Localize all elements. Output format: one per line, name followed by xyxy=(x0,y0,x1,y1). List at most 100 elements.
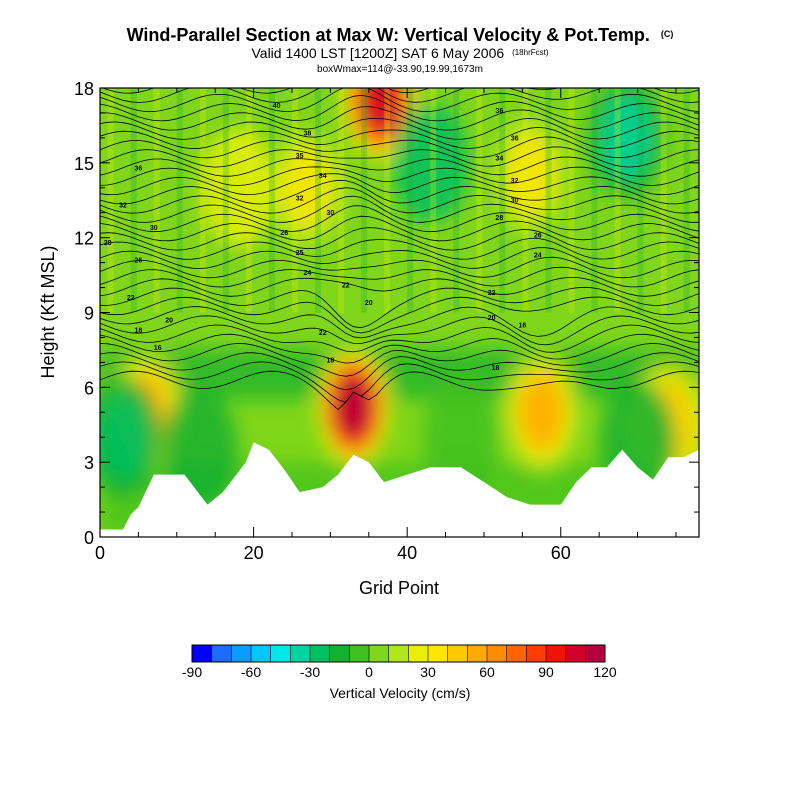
velocity-streak xyxy=(660,88,667,313)
colorbar-swatch xyxy=(349,645,370,662)
velocity-cell xyxy=(335,375,372,439)
plot-area: 16 18 20 22 26 28 30 32 36 18 22 22 20 24 25 26 30 32 34 35… xyxy=(100,88,699,537)
theta-contour-label: 34 xyxy=(319,173,327,180)
velocity-streak xyxy=(199,88,206,313)
colorbar-swatch xyxy=(467,645,488,662)
velocity-streak xyxy=(153,88,160,313)
y-tick-label: 18 xyxy=(74,79,94,99)
theta-contour-label: 20 xyxy=(365,300,373,307)
velocity-streak xyxy=(245,88,252,313)
colorbar-tick-label: -90 xyxy=(182,664,202,680)
colorbar-swatch xyxy=(487,645,507,662)
x-tick-label: 60 xyxy=(551,543,571,563)
velocity-streak xyxy=(522,88,529,313)
colorbar-swatch xyxy=(369,645,389,662)
y-tick-label: 12 xyxy=(74,229,94,249)
colorbar-swatch xyxy=(310,645,330,662)
y-tick-label: 6 xyxy=(84,378,94,398)
theta-contour-label: 22 xyxy=(319,330,327,337)
theta-contour-label: 28 xyxy=(104,240,112,247)
theta-contour-line xyxy=(100,333,699,364)
y-tick-label: 3 xyxy=(84,453,94,473)
theta-contour-line xyxy=(100,173,699,196)
velocity-cell xyxy=(361,88,400,134)
colorbar-swatch xyxy=(565,645,586,662)
colorbar-swatch xyxy=(231,645,252,662)
velocity-streak xyxy=(176,88,183,313)
chart-subtitle-small: (18hrFcst) xyxy=(512,48,549,57)
theta-contour-label: 24 xyxy=(534,253,542,260)
theta-contour-label: 32 xyxy=(119,203,127,210)
colorbar-tick-label: 120 xyxy=(593,664,617,680)
theta-contour-line xyxy=(100,215,699,242)
colorbar-tick-label: 60 xyxy=(479,664,495,680)
theta-contour-label: 26 xyxy=(534,233,542,240)
x-tick-label: 40 xyxy=(397,543,417,563)
colorbar-swatch xyxy=(251,645,271,662)
velocity-streak xyxy=(683,88,690,313)
theta-contour-label: 34 xyxy=(495,155,503,162)
theta-contour-label: 20 xyxy=(488,315,496,322)
velocity-streak xyxy=(430,88,437,313)
chart-title-mark: (C) xyxy=(661,29,674,39)
colorbar-swatch xyxy=(211,645,232,662)
velocity-streak xyxy=(545,88,552,313)
colorbar-tick-label: -60 xyxy=(241,664,261,680)
x-tick-label: 0 xyxy=(95,543,105,563)
colorbar-swatch xyxy=(506,645,527,662)
velocity-streak xyxy=(291,88,298,313)
theta-contour-label: 18 xyxy=(492,365,500,372)
colorbar-tick-label: -30 xyxy=(300,664,320,680)
theta-contour-line xyxy=(100,306,699,339)
y-axis-label: Height (Kft MSL) xyxy=(38,245,58,378)
colorbar-label: Vertical Velocity (cm/s) xyxy=(330,685,471,701)
colorbar-swatch xyxy=(447,645,468,662)
colorbar-swatch xyxy=(526,645,547,662)
velocity-cell xyxy=(100,394,150,481)
theta-contour-line xyxy=(100,238,699,260)
theta-contour-line xyxy=(100,166,699,186)
theta-contour-line xyxy=(100,146,699,168)
y-tick-label: 15 xyxy=(74,154,94,174)
velocity-streak xyxy=(591,88,598,313)
theta-contour-line xyxy=(100,179,699,205)
theta-contour-line xyxy=(100,296,699,334)
theta-contour-label: 26 xyxy=(134,258,142,265)
x-axis-label: Grid Point xyxy=(359,578,439,598)
theta-contour-line xyxy=(100,187,699,214)
theta-contour-label: 30 xyxy=(150,225,158,232)
colorbar-swatch xyxy=(428,645,448,662)
velocity-streak xyxy=(407,88,414,313)
theta-contour-line xyxy=(100,370,699,411)
velocity-streak xyxy=(476,88,483,313)
colorbar-swatch xyxy=(408,645,429,662)
colorbar-swatch xyxy=(290,645,311,662)
colorbar-swatch xyxy=(329,645,350,662)
theta-contour-line xyxy=(100,136,699,159)
theta-contour-label: 16 xyxy=(518,322,526,329)
colorbar-tick-label: 30 xyxy=(420,664,436,680)
theta-contour-line xyxy=(100,126,699,150)
theta-contour-label: 22 xyxy=(488,290,496,297)
velocity-cell xyxy=(600,94,653,181)
theta-contours xyxy=(100,88,699,411)
colorbar-swatch xyxy=(388,645,409,662)
velocity-streak xyxy=(107,88,114,313)
velocity-streak xyxy=(499,88,506,313)
velocity-streak xyxy=(268,88,275,313)
theta-contour-label: 16 xyxy=(154,345,162,352)
colorbar-tick-label: 90 xyxy=(538,664,554,680)
velocity-streak xyxy=(568,88,575,313)
chart-title: Wind-Parallel Section at Max W: Vertical… xyxy=(127,25,674,45)
theta-contour-label: 30 xyxy=(326,210,334,217)
theta-contour-line xyxy=(100,286,699,329)
theta-contour-line xyxy=(100,361,699,403)
theta-contour-line xyxy=(101,88,699,94)
theta-contour-label: 38 xyxy=(303,130,311,137)
theta-contour-label: 22 xyxy=(342,283,350,290)
theta-contour-label: 30 xyxy=(511,198,519,205)
colorbar: -90 -60 -30 0 30 60 90 120 xyxy=(182,644,617,680)
theta-contour-label: 32 xyxy=(296,195,304,202)
